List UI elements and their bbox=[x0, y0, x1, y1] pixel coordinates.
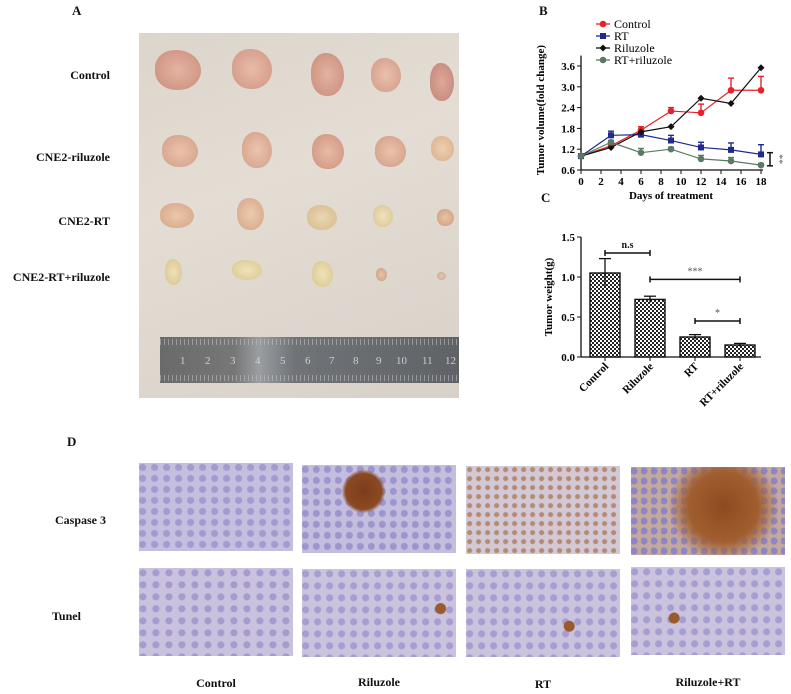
ruler-number: 6 bbox=[305, 355, 311, 367]
svg-text:0: 0 bbox=[578, 176, 584, 188]
svg-text:n.s: n.s bbox=[622, 240, 634, 251]
svg-text:3.0: 3.0 bbox=[561, 82, 575, 94]
row-label-control: Control bbox=[70, 68, 110, 82]
tumor-photo: 1 2 3 4 5 6 7 8 9 10 11 12 bbox=[139, 33, 459, 398]
svg-text:Tumor volume(fold change): Tumor volume(fold change) bbox=[535, 45, 547, 176]
svg-text:RT+riluzole: RT+riluzole bbox=[698, 361, 747, 410]
ruler-number: 5 bbox=[280, 355, 286, 367]
ruler-number: 3 bbox=[230, 355, 236, 367]
svg-text:Days of treatment: Days of treatment bbox=[629, 190, 713, 202]
svg-text:12: 12 bbox=[696, 176, 708, 188]
row-label-cne2-rt: CNE2-RT bbox=[58, 214, 110, 228]
svg-text:RT+riluzole: RT+riluzole bbox=[614, 53, 672, 67]
svg-text:0.6: 0.6 bbox=[561, 165, 575, 177]
panel-d-label: D bbox=[67, 434, 77, 449]
ruler-number: 12 bbox=[445, 355, 456, 367]
ihc-tunel-riluzole bbox=[302, 569, 456, 657]
svg-text:4: 4 bbox=[618, 176, 624, 188]
ruler-number: 7 bbox=[329, 355, 335, 367]
svg-text:8: 8 bbox=[658, 176, 664, 188]
svg-text:RT: RT bbox=[614, 29, 629, 43]
row-label-cne2-riluzole: CNE2-riluzole bbox=[36, 150, 110, 164]
svg-text:Control: Control bbox=[577, 361, 611, 395]
panel-c-label: C bbox=[541, 190, 551, 205]
row-label-tunel: Tunel bbox=[52, 609, 81, 623]
ihc-caspase3-rt bbox=[466, 466, 620, 554]
ruler-number: 2 bbox=[205, 355, 211, 367]
ruler-number: 11 bbox=[422, 355, 433, 367]
panel-a-label: A bbox=[72, 3, 82, 18]
ihc-caspase3-control bbox=[139, 463, 293, 551]
svg-text:10: 10 bbox=[676, 176, 688, 188]
row-label-cne2-rt-riluzole: CNE2-RT+riluzole bbox=[12, 270, 110, 284]
tumor-volume-line-chart: 0.6 1.2 1.8 2.4 3.0 3.6 0 2 4 6 8 10 12 14 16 18 Days of… bbox=[535, 20, 784, 202]
svg-text:Tumor weight(g): Tumor weight(g) bbox=[543, 257, 555, 336]
ihc-caspase3-riluzole bbox=[302, 465, 456, 553]
svg-text:2: 2 bbox=[598, 176, 604, 188]
svg-text:18: 18 bbox=[756, 176, 768, 188]
ihc-tunel-riluzole-rt bbox=[631, 567, 785, 655]
ruler-number: 8 bbox=[353, 355, 359, 367]
svg-text:1.8: 1.8 bbox=[561, 123, 575, 135]
svg-text:Control: Control bbox=[614, 20, 651, 31]
ruler-number: 4 bbox=[255, 355, 261, 367]
svg-text:2.4: 2.4 bbox=[561, 103, 575, 115]
col-label-riluzole: Riluzole bbox=[358, 675, 400, 689]
svg-text:Riluzole: Riluzole bbox=[620, 361, 656, 397]
svg-text:1.2: 1.2 bbox=[561, 144, 575, 156]
svg-text:3.6: 3.6 bbox=[561, 61, 575, 73]
svg-text:***: *** bbox=[688, 266, 703, 277]
svg-text:1.0: 1.0 bbox=[561, 272, 575, 284]
svg-text:16: 16 bbox=[736, 176, 748, 188]
row-label-caspase3: Caspase 3 bbox=[55, 513, 107, 527]
ruler-number: 1 bbox=[180, 355, 186, 367]
svg-text:6: 6 bbox=[638, 176, 644, 188]
col-label-control: Control bbox=[196, 676, 236, 690]
svg-text:0.5: 0.5 bbox=[561, 312, 575, 324]
ihc-caspase3-riluzole-rt bbox=[631, 467, 785, 555]
svg-text:RT: RT bbox=[682, 360, 701, 379]
panel-b-label: B bbox=[539, 3, 548, 18]
ruler-number: 9 bbox=[376, 355, 382, 367]
svg-text:1.5: 1.5 bbox=[561, 232, 575, 244]
col-label-rt: RT bbox=[534, 677, 552, 691]
ihc-tunel-rt bbox=[466, 569, 620, 657]
svg-text:14: 14 bbox=[716, 176, 728, 188]
tumor-weight-bar-chart: 0.0 0.5 1.0 1.5 Tumor weight(g) Control Riluzo… bbox=[543, 232, 761, 410]
svg-text:**: ** bbox=[773, 154, 784, 164]
ruler-number: 10 bbox=[396, 355, 407, 367]
ihc-tunel-control bbox=[139, 568, 293, 656]
col-label-riluzole-rt: Riluzole+RT bbox=[675, 675, 741, 689]
svg-text:Riluzole: Riluzole bbox=[614, 41, 655, 55]
ruler: 1 2 3 4 5 6 7 8 9 10 11 12 bbox=[160, 337, 459, 383]
svg-text:0.0: 0.0 bbox=[561, 352, 575, 364]
svg-text:*: * bbox=[715, 308, 720, 319]
